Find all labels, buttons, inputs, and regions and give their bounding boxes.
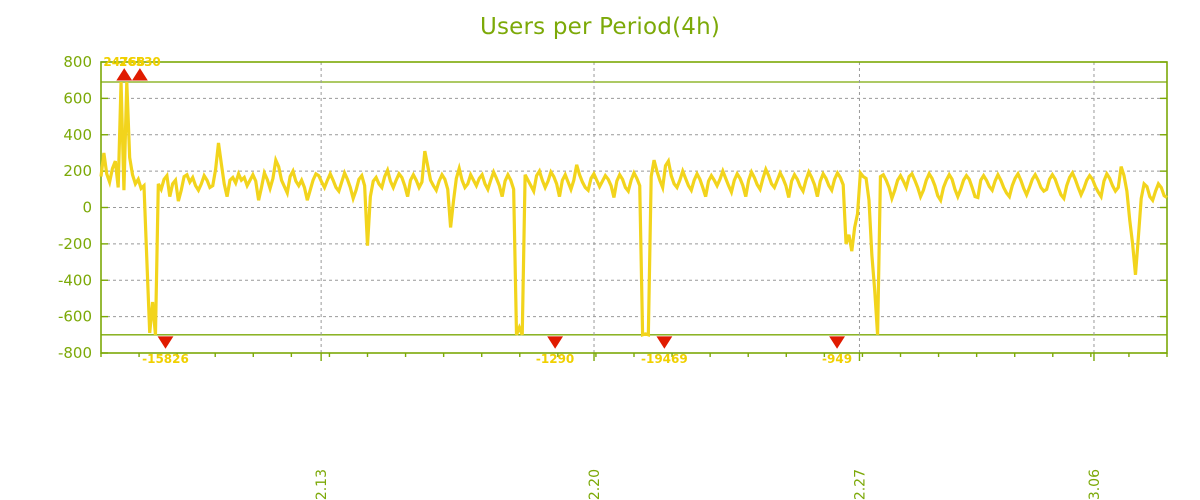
min-annotation-3: -19469	[641, 352, 688, 366]
series-layer	[99, 81, 1168, 337]
xtick-label: 2025.02.13	[314, 469, 330, 500]
tick-layer	[100, 61, 1168, 361]
xtick-label-layer: 2025.02.13 2025.02.20 2025.02.27 2025.03.06	[314, 469, 1103, 500]
peak-marker-icon	[116, 68, 133, 81]
xtick-label: 2025.03.06	[1087, 469, 1103, 500]
xtick-label: 2025.02.20	[587, 469, 603, 500]
ytick-label: 200	[63, 162, 92, 180]
min-annotation-2: -1290	[536, 352, 574, 366]
trough-marker-icon	[157, 336, 174, 349]
data-series-line	[99, 81, 1168, 337]
ytick-label: -200	[58, 235, 92, 253]
chart-title: Users per Period(4h)	[479, 14, 721, 40]
ytick-label: -600	[58, 308, 92, 326]
ytick-label: 400	[63, 126, 92, 144]
ytick-label: -400	[58, 271, 92, 289]
trough-marker-icon	[547, 336, 564, 349]
peak-marker-icon	[131, 68, 148, 81]
xtick-label: 2025.02.27	[852, 469, 868, 500]
trough-marker-icon	[829, 336, 845, 349]
ytick-label: 800	[63, 53, 92, 71]
ytick-label: -800	[58, 344, 92, 362]
ytick-label: 600	[63, 89, 92, 107]
ytick-label: 0	[82, 199, 92, 217]
grid-layer	[101, 62, 1167, 353]
max-annotation-1: 24768	[103, 55, 145, 69]
min-annotation-1: -15826	[142, 352, 189, 366]
ytick-label-layer: 800 600 400 200 0 -200 -400 -600 -800	[58, 53, 92, 362]
min-annotation-4: -949	[822, 352, 852, 366]
trough-marker-icon	[656, 336, 673, 349]
max-annotation-2: 26530	[119, 55, 161, 69]
